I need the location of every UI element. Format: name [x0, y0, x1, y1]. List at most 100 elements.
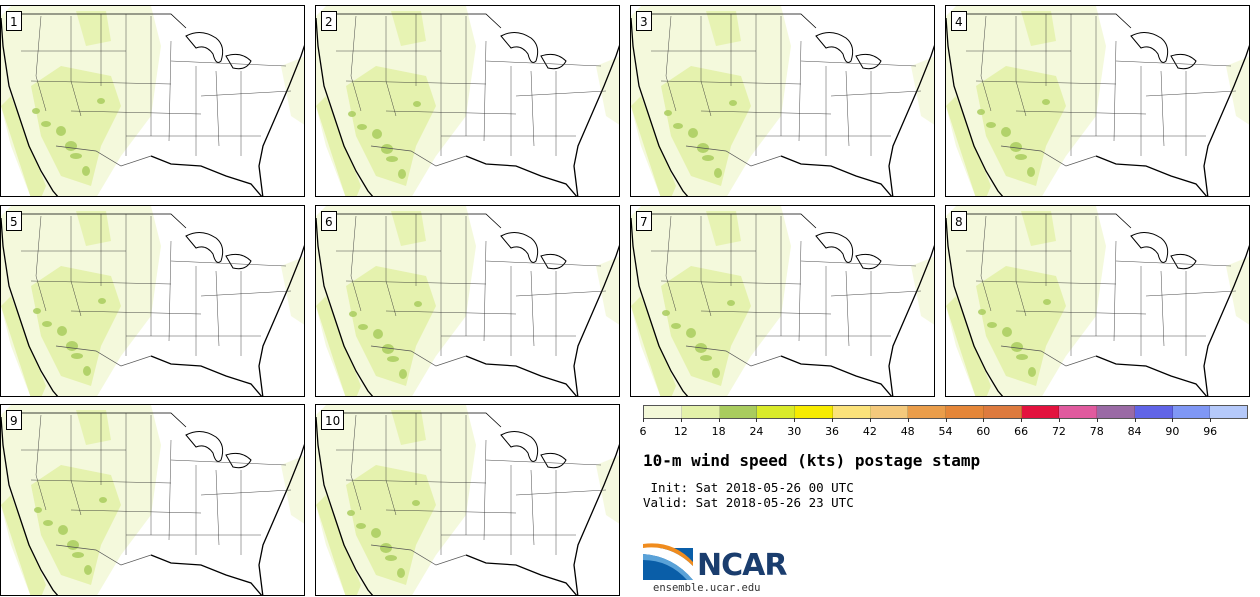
wind-shade-dark [712, 368, 720, 378]
national-border [956, 213, 1132, 229]
coastline [946, 17, 1249, 196]
state-border [215, 70, 220, 147]
state-border [170, 459, 287, 466]
state-border [483, 240, 487, 342]
stamp-panel-1: 1 [0, 5, 305, 197]
wind-shade-dark [34, 507, 42, 513]
wind-shade-mid [1, 495, 46, 595]
colorbar-tick-mark [718, 418, 720, 422]
wind-shade-mid [1021, 11, 1056, 46]
wind-shade-mid [391, 11, 426, 46]
state-border [483, 40, 487, 142]
wind-shade-mid [1, 296, 46, 396]
wind-shade-dark [57, 326, 67, 336]
stamp-panel-7: 7 [630, 205, 935, 397]
wind-shade-dark [1015, 154, 1027, 160]
stamp-panel-5: 5 [0, 205, 305, 397]
wind-shade-dark [58, 525, 68, 535]
map-conus [1, 6, 304, 196]
colorbar-segment [870, 406, 909, 418]
state-border [350, 215, 362, 312]
state-border [485, 260, 602, 267]
state-border [30, 80, 172, 85]
wind-shade-mid [31, 465, 121, 585]
wind-shade-mid [976, 266, 1066, 386]
state-border [1015, 110, 1147, 115]
panel-number: 4 [951, 11, 967, 31]
wind-shade-dark [84, 565, 92, 575]
colorbar-tick-mark [1134, 418, 1136, 422]
wind-shade-dark [56, 126, 66, 136]
colorbar-tick-label: 42 [862, 425, 877, 438]
wind-shade-light [1226, 56, 1249, 125]
colorbar-segment [1172, 406, 1211, 418]
state-border [1145, 290, 1237, 297]
national-border [641, 213, 817, 229]
great-lakes [185, 431, 252, 469]
wind-shade-mid [31, 66, 121, 186]
ncar-logo-text: NCAR [697, 548, 787, 583]
panel-number: 3 [636, 11, 652, 31]
wind-shade-mid [706, 11, 741, 46]
coastline [316, 416, 619, 595]
colorbar-tick-mark [680, 418, 682, 422]
wind-shade-dark [347, 510, 355, 516]
wind-shade-dark [348, 111, 356, 117]
state-border [70, 310, 202, 315]
colorbar-tick-label: 90 [1165, 425, 1180, 438]
wind-shade-mid [316, 495, 361, 595]
wind-shade-dark [70, 153, 82, 159]
colorbar-tick-label: 18 [711, 425, 726, 438]
wind-shade-mid [31, 266, 121, 386]
state-border [530, 70, 535, 147]
state-border [385, 310, 517, 315]
wind-shade-light [911, 256, 934, 325]
state-border [168, 240, 172, 342]
wind-shade-light [596, 256, 619, 325]
state-border [530, 469, 535, 546]
national-border [326, 412, 502, 428]
site-url: ensemble.ucar.edu [653, 582, 761, 594]
colorbar-tick-label: 12 [673, 425, 688, 438]
map-conus [1, 405, 304, 595]
wind-shade-dark [1027, 167, 1035, 177]
wind-shade-mid [391, 211, 426, 246]
national-border [685, 345, 782, 367]
national-border [55, 544, 152, 566]
wind-shade-dark [412, 500, 420, 506]
wind-shade-dark [82, 166, 90, 176]
wind-shade-mid [1, 96, 46, 196]
state-border [530, 270, 535, 347]
state-border [665, 215, 677, 312]
colorbar-tick-label: 84 [1127, 425, 1142, 438]
wind-shade-dark [65, 141, 77, 151]
wind-shade-dark [1011, 342, 1023, 352]
panel-number: 2 [321, 11, 337, 31]
great-lakes [815, 232, 882, 270]
state-border [70, 16, 82, 117]
state-border [1113, 240, 1117, 342]
colorbar-segment [757, 406, 795, 418]
great-lakes [1130, 232, 1197, 270]
state-border [385, 216, 397, 317]
wind-shade-light [596, 455, 619, 524]
colorbar-tick-mark [1021, 418, 1023, 422]
colorbar-tick-mark [832, 418, 834, 422]
national-border [1000, 345, 1097, 367]
state-border [215, 469, 220, 546]
wind-shade-dark [399, 369, 407, 379]
state-border [975, 280, 1117, 285]
colorbar-segment [644, 406, 682, 418]
wind-shade-mid [346, 266, 436, 386]
state-border [345, 479, 487, 484]
wind-shade-dark [1002, 327, 1012, 337]
state-border [168, 40, 172, 142]
map-conus [316, 206, 619, 396]
wind-shade-dark [977, 109, 985, 115]
national-border [11, 213, 187, 229]
national-border [11, 412, 187, 428]
state-border [798, 240, 802, 342]
colorbar-tick-mark [643, 418, 644, 422]
colorbar-tick-mark [794, 418, 796, 422]
wind-shade-dark [372, 129, 382, 139]
